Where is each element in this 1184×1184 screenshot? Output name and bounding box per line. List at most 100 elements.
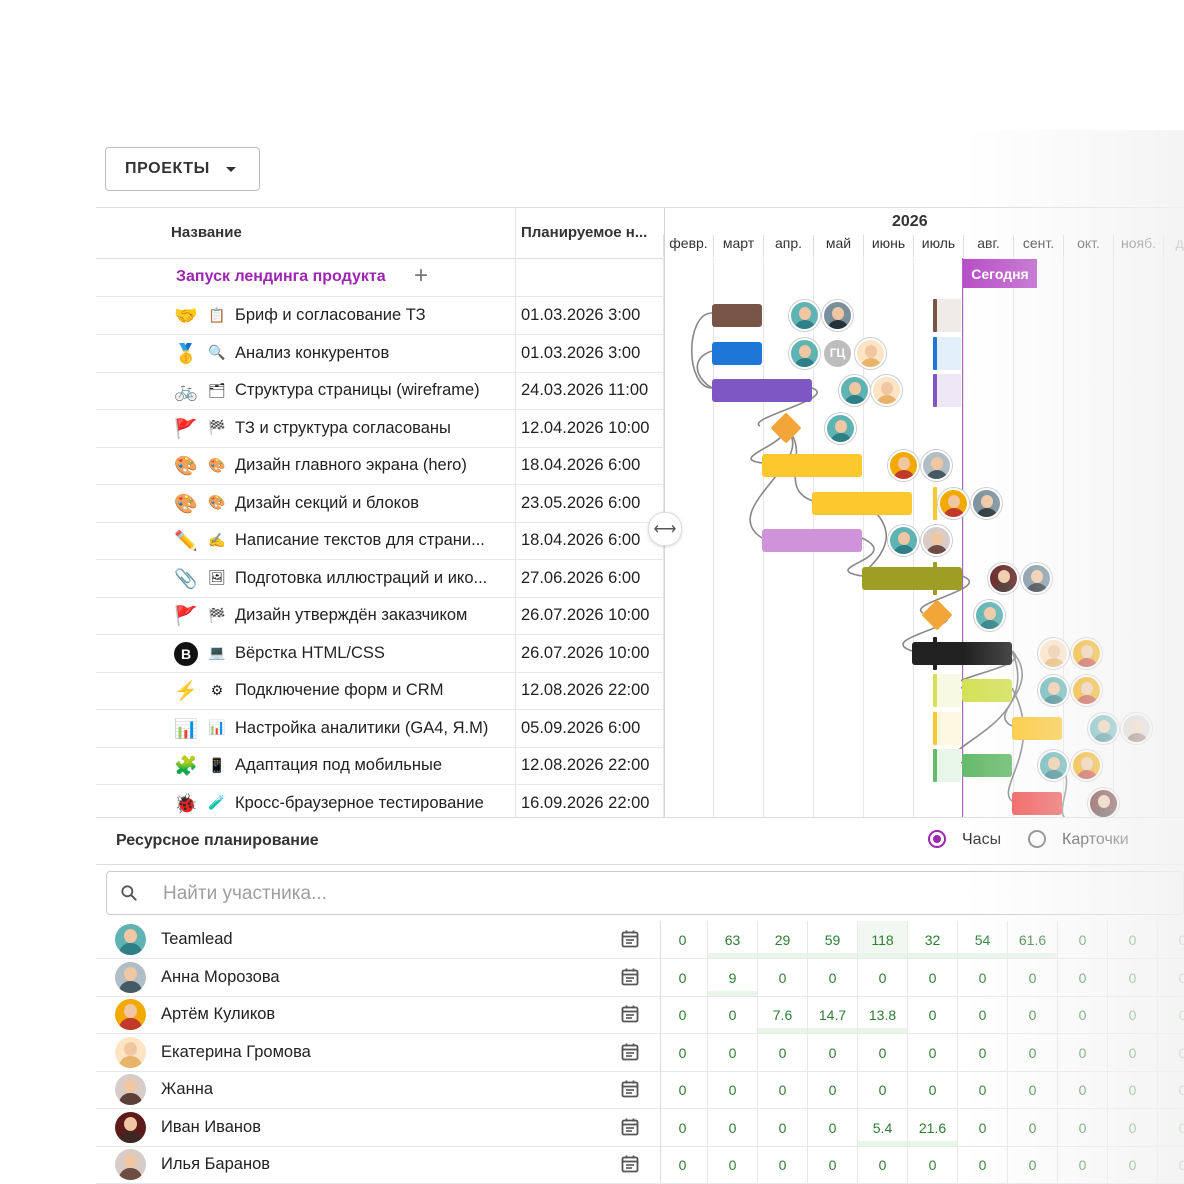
- task-bar[interactable]: [1012, 716, 1062, 740]
- task-name[interactable]: Анализ конкурентов: [235, 343, 390, 362]
- hours-cell[interactable]: 0: [708, 1108, 758, 1146]
- assignee-avatar[interactable]: [974, 600, 1005, 631]
- hours-cell[interactable]: 0: [958, 1071, 1008, 1108]
- task-bar[interactable]: [712, 304, 762, 327]
- hours-cell[interactable]: 0: [858, 958, 908, 996]
- hours-cell[interactable]: 63: [708, 921, 758, 958]
- member-name[interactable]: Жанна: [161, 1080, 213, 1098]
- hours-cell[interactable]: 0: [658, 921, 708, 958]
- task-bar[interactable]: [712, 379, 812, 402]
- task-row[interactable]: 🐞 🧪 Кросс-браузерное тестирование 16.09.202…: [96, 785, 665, 819]
- hours-cell[interactable]: 0: [1108, 1033, 1158, 1071]
- hours-cell[interactable]: 0: [758, 1033, 808, 1071]
- assignee-avatar[interactable]: [1071, 750, 1102, 781]
- task-name[interactable]: ТЗ и структура согласованы: [235, 418, 451, 437]
- hours-cell[interactable]: 0: [708, 1033, 758, 1071]
- assignee-avatar[interactable]: [825, 412, 856, 444]
- hours-cell[interactable]: 0: [1008, 1033, 1058, 1071]
- task-name[interactable]: Дизайн утверждён заказчиком: [235, 606, 468, 624]
- hours-cell[interactable]: 0: [908, 1146, 958, 1183]
- assignee-avatar[interactable]: [1088, 787, 1119, 818]
- hours-cell[interactable]: 0: [1108, 1146, 1158, 1183]
- hours-cell[interactable]: 0: [708, 1146, 758, 1183]
- task-name[interactable]: Написание текстов для страни...: [235, 531, 485, 549]
- hours-cell[interactable]: 5.4: [858, 1108, 908, 1146]
- hours-cell[interactable]: 29: [758, 921, 808, 958]
- task-bar[interactable]: [812, 491, 912, 515]
- hours-cell[interactable]: 0: [808, 1071, 858, 1108]
- hours-cell[interactable]: 0: [658, 1108, 708, 1146]
- hours-cell[interactable]: 0: [758, 1108, 808, 1146]
- member-name[interactable]: Teamlead: [161, 930, 233, 948]
- hours-cell[interactable]: 0: [1058, 996, 1108, 1033]
- hours-cell[interactable]: 0: [1058, 958, 1108, 996]
- task-row[interactable]: B 💻 Вёрстка HTML/CSS 26.07.2026 10:00: [96, 635, 665, 673]
- hours-cell[interactable]: 0: [1058, 1033, 1108, 1071]
- assignee-avatar[interactable]: [888, 525, 919, 556]
- hours-cell[interactable]: 0: [708, 1071, 758, 1108]
- project-group-row[interactable]: Запуск лендинга продукта +: [96, 259, 665, 297]
- hours-cell[interactable]: 0: [1108, 1108, 1158, 1146]
- task-name[interactable]: Настройка аналитики (GA4, Я.М): [235, 718, 489, 737]
- hours-cell[interactable]: 0: [658, 1071, 708, 1108]
- hours-cell[interactable]: 0: [858, 1033, 908, 1071]
- task-bar[interactable]: [912, 641, 1012, 665]
- hours-cell[interactable]: 0: [958, 996, 1008, 1033]
- task-row[interactable]: 📎 🖼 Подготовка иллюстраций и ико... 27.06.2…: [96, 560, 665, 598]
- assignee-avatar[interactable]: [871, 375, 902, 406]
- task-name[interactable]: Вёрстка HTML/CSS: [235, 643, 385, 662]
- member-name[interactable]: Илья Баранов: [161, 1155, 271, 1173]
- hours-cell[interactable]: 0: [758, 1146, 808, 1183]
- assignee-avatar[interactable]: [789, 300, 820, 331]
- hours-radio[interactable]: [928, 830, 946, 848]
- task-bar[interactable]: [962, 679, 1012, 702]
- hours-cell[interactable]: 0: [908, 1071, 958, 1108]
- hours-cell[interactable]: 0: [1008, 1071, 1058, 1108]
- calendar-icon[interactable]: [620, 1042, 640, 1062]
- calendar-icon[interactable]: [620, 1079, 640, 1099]
- assignee-avatar[interactable]: [839, 375, 870, 406]
- column-header-planned-start[interactable]: Планируемое н...: [521, 224, 648, 241]
- hours-cell[interactable]: 0: [908, 1033, 958, 1071]
- assignee-avatar[interactable]: [888, 450, 919, 481]
- assignee-avatar[interactable]: [1021, 562, 1052, 594]
- hours-cell[interactable]: 21.6: [908, 1108, 958, 1146]
- hours-cell[interactable]: 0: [958, 1146, 1008, 1183]
- task-row[interactable]: 🧩 📱 Адаптация под мобильные 12.08.2026 22:0…: [96, 747, 665, 785]
- task-row[interactable]: ✏️ ✍ Написание текстов для страни... 18.04.…: [96, 522, 665, 560]
- hours-cell[interactable]: 0: [808, 958, 858, 996]
- hours-cell[interactable]: 0: [1158, 1109, 1184, 1146]
- task-bar[interactable]: [762, 529, 862, 552]
- member-name[interactable]: Артём Куликов: [161, 1005, 276, 1023]
- hours-cell[interactable]: 118: [858, 921, 908, 958]
- hours-cell[interactable]: 0: [1008, 1108, 1058, 1146]
- hours-cell[interactable]: 0: [808, 1146, 858, 1183]
- hours-cell[interactable]: 0: [908, 996, 958, 1033]
- resource-row[interactable]: Илья Баранов 0 0 0 0 0 0 0 0 0 0 0: [96, 1146, 1184, 1184]
- hours-cell[interactable]: 0: [1058, 1071, 1108, 1108]
- task-row[interactable]: 📊 📊 Настройка аналитики (GA4, Я.М) 05.09.20…: [96, 710, 665, 748]
- hours-cell[interactable]: 13.8: [858, 996, 908, 1033]
- assignee-avatar[interactable]: [1038, 637, 1069, 669]
- assignee-avatar[interactable]: [1121, 712, 1152, 744]
- task-name[interactable]: Кросс-браузерное тестирование: [235, 793, 484, 812]
- projects-dropdown-button[interactable]: ПРОЕКТЫ: [105, 147, 260, 191]
- hours-cell[interactable]: 0: [758, 1071, 808, 1108]
- assignee-avatar[interactable]: [1038, 675, 1069, 706]
- hours-cell[interactable]: 0: [1058, 921, 1108, 958]
- resource-row[interactable]: Teamlead 0 63 29 59 118 32 54 61.6 0 0 0: [96, 921, 1184, 959]
- hours-cell[interactable]: 9: [708, 958, 758, 996]
- hours-radio-label[interactable]: Часы: [962, 831, 1002, 848]
- task-name[interactable]: Подключение форм и CRM: [235, 681, 444, 699]
- member-name[interactable]: Екатерина Громова: [161, 1042, 311, 1061]
- member-search[interactable]: [106, 871, 1184, 915]
- hours-cell[interactable]: 0: [1008, 996, 1058, 1033]
- gantt-timeline[interactable]: 2026 февр. март апр. май июнь июль авг. сент. ок…: [663, 208, 1184, 818]
- hours-cell[interactable]: 0: [1158, 921, 1184, 958]
- hours-cell[interactable]: 0: [808, 1033, 858, 1071]
- assignee-avatar[interactable]: [789, 337, 820, 369]
- hours-cell[interactable]: 0: [1058, 1146, 1108, 1183]
- hours-cell[interactable]: 0: [1158, 996, 1184, 1033]
- hours-cell[interactable]: 0: [1108, 921, 1158, 958]
- hours-cell[interactable]: 0: [658, 1033, 708, 1071]
